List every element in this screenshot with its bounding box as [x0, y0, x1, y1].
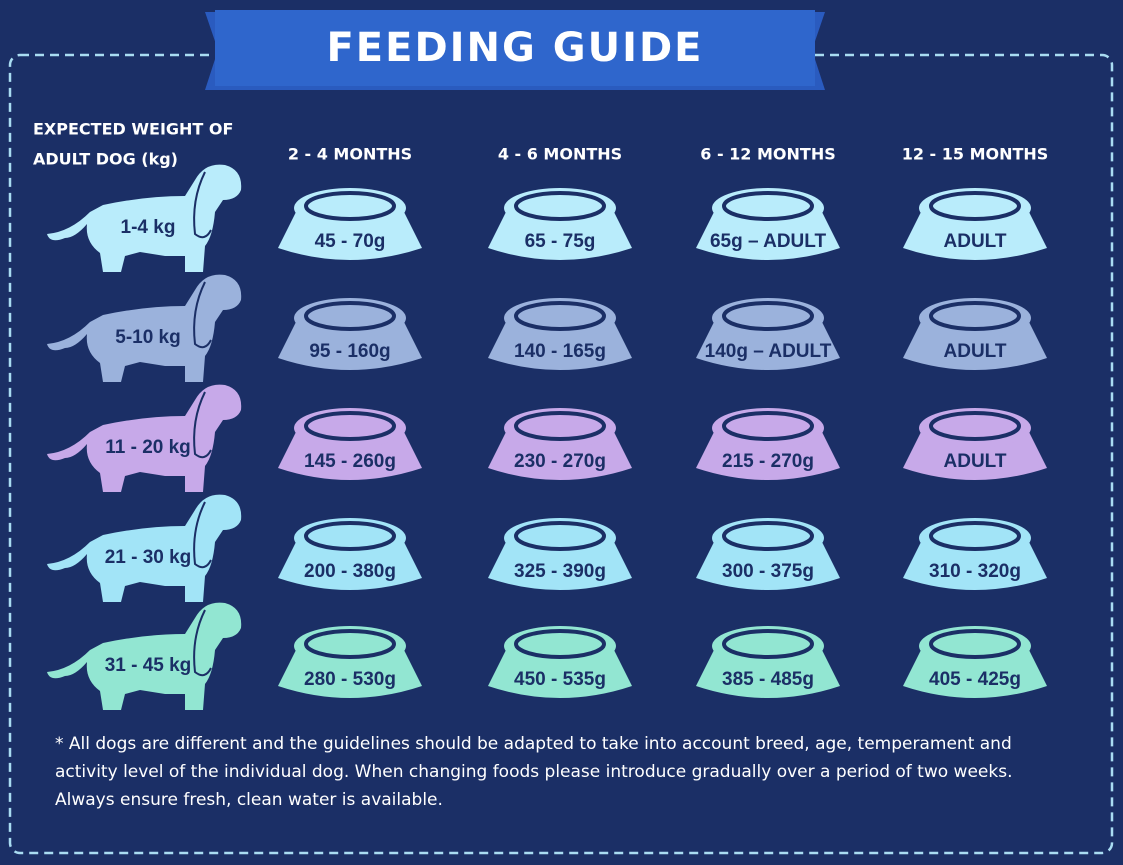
column-header: 12 - 15 MONTHS	[902, 145, 1049, 164]
portion: 230 - 270g	[514, 451, 606, 472]
dog-silhouette	[47, 602, 242, 710]
portion: ADULT	[944, 231, 1007, 252]
column-header: 6 - 12 MONTHS	[700, 145, 836, 164]
portion: 95 - 160g	[309, 341, 390, 362]
dog	[47, 494, 242, 602]
dog-ear	[193, 501, 212, 569]
weight-label: 21 - 30 kg	[105, 547, 192, 568]
bowl-opening	[304, 411, 396, 441]
dog	[47, 164, 242, 272]
bowl-opening	[514, 521, 606, 551]
dog-silhouette	[47, 384, 242, 492]
title: FEEDING GUIDE	[326, 25, 703, 71]
bowl-opening	[929, 191, 1021, 221]
weight-label: 1-4 kg	[121, 217, 176, 238]
footnote: * All dogs are different and the guideli…	[55, 734, 1013, 810]
portion: 215 - 270g	[722, 451, 814, 472]
bowl-opening	[722, 521, 814, 551]
portion: 300 - 375g	[722, 561, 814, 582]
bowl-opening	[722, 301, 814, 331]
portion: 200 - 380g	[304, 561, 396, 582]
dog	[47, 274, 242, 382]
title-ribbon-face	[215, 10, 815, 86]
bowl-opening	[722, 629, 814, 659]
bowl-opening	[304, 301, 396, 331]
row-header: EXPECTED WEIGHT OF	[33, 120, 233, 139]
portion: 45 - 70g	[315, 231, 386, 252]
dog-silhouette	[47, 164, 242, 272]
portion: 140g – ADULT	[705, 341, 832, 362]
weight-label: 11 - 20 kg	[105, 437, 191, 458]
portion: 145 - 260g	[304, 451, 396, 472]
dog-silhouette	[47, 494, 242, 602]
dog-ear	[193, 281, 212, 349]
column-header: 2 - 4 MONTHS	[288, 145, 412, 164]
bowl-opening	[929, 301, 1021, 331]
bowl-opening	[929, 521, 1021, 551]
dog-ear	[193, 171, 212, 239]
bowl-opening	[304, 191, 396, 221]
bowl-opening	[929, 411, 1021, 441]
bowl-opening	[722, 411, 814, 441]
dog-ear	[193, 391, 212, 459]
bowl-opening	[514, 191, 606, 221]
portion: ADULT	[944, 451, 1007, 472]
weight-label: 5-10 kg	[115, 327, 180, 348]
bowl-opening	[514, 301, 606, 331]
dog	[47, 384, 242, 492]
portion: 405 - 425g	[929, 669, 1021, 690]
column-header: 4 - 6 MONTHS	[498, 145, 622, 164]
portion: 450 - 535g	[514, 669, 606, 690]
bowl-opening	[514, 629, 606, 659]
bowl-opening	[929, 629, 1021, 659]
row-header: ADULT DOG (kg)	[33, 150, 178, 169]
portion: 280 - 530g	[304, 669, 396, 690]
dog-silhouette	[47, 274, 242, 382]
bowl-opening	[304, 629, 396, 659]
portion: 140 - 165g	[514, 341, 606, 362]
dog	[47, 602, 242, 710]
portion: 65g – ADULT	[710, 231, 827, 252]
bowl-opening	[722, 191, 814, 221]
portion: ADULT	[944, 341, 1007, 362]
portion: 310 - 320g	[929, 561, 1021, 582]
portion: 325 - 390g	[514, 561, 606, 582]
portion: 65 - 75g	[525, 231, 596, 252]
dog-ear	[193, 609, 212, 677]
bowl-opening	[514, 411, 606, 441]
weight-label: 31 - 45 kg	[105, 655, 192, 676]
portion: 385 - 485g	[722, 669, 814, 690]
bowl-opening	[304, 521, 396, 551]
